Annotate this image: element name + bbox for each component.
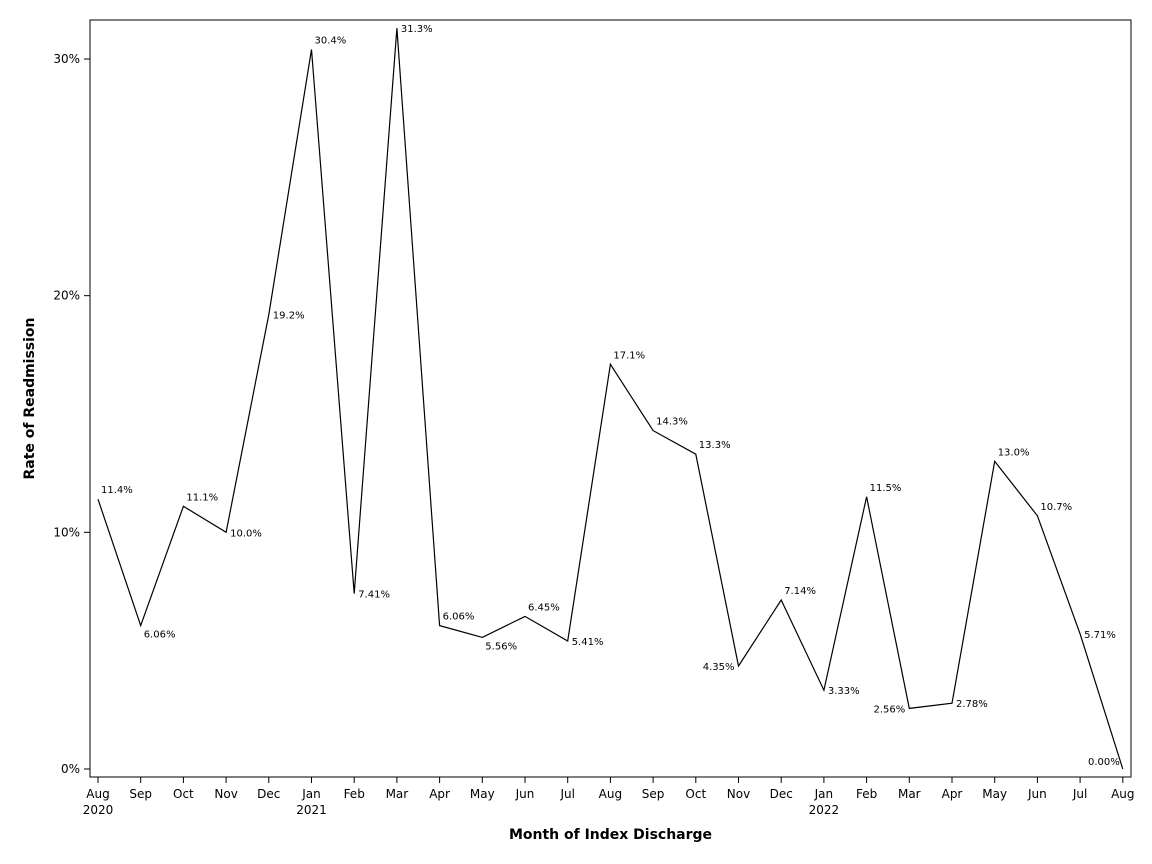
x-tick-label: Jul bbox=[1072, 787, 1087, 801]
data-label: 13.0% bbox=[998, 447, 1030, 458]
data-label: 10.0% bbox=[230, 528, 262, 539]
x-tick-label: Oct bbox=[173, 787, 194, 801]
plot-frame bbox=[89, 19, 1132, 778]
data-label: 19.2% bbox=[273, 311, 305, 322]
data-label: 11.4% bbox=[101, 485, 133, 496]
data-label: 11.5% bbox=[870, 483, 902, 494]
data-label: 5.71% bbox=[1084, 630, 1116, 641]
x-tick-label: Feb bbox=[856, 787, 877, 801]
x-tick-label: Nov bbox=[214, 787, 237, 801]
data-labels: 11.4% 6.06% 11.1% 10.0% 19.2% 30.4% 7.41% 31.3%… bbox=[101, 24, 1120, 768]
x-tick-label: Sep bbox=[642, 787, 665, 801]
x-axis: Aug 2020 Sep Oct Nov Dec Jan 2021 Feb Mar Apr May Ju… bbox=[83, 777, 1135, 817]
x-tick-label: May bbox=[470, 787, 495, 801]
data-label: 7.14% bbox=[784, 586, 816, 597]
y-axis-title: Rate of Readmission bbox=[22, 317, 38, 479]
data-label: 4.35% bbox=[703, 662, 735, 673]
data-label: 11.1% bbox=[186, 492, 218, 503]
x-tick-label: Dec bbox=[257, 787, 280, 801]
x-tick-label: Aug bbox=[599, 787, 622, 801]
x-axis-title: Month of Index Discharge bbox=[509, 827, 712, 843]
x-tick-label: May bbox=[982, 787, 1007, 801]
x-tick-label: Mar bbox=[386, 787, 409, 801]
x-tick-label: Aug bbox=[86, 787, 109, 801]
x-tick-label: Mar bbox=[898, 787, 921, 801]
data-label: 2.78% bbox=[956, 699, 988, 710]
x-tick-label: Feb bbox=[344, 787, 365, 801]
x-tick-label: Apr bbox=[429, 787, 450, 801]
data-label: 31.3% bbox=[401, 24, 433, 35]
x-tick-label: Jan bbox=[814, 787, 834, 801]
data-label: 2.56% bbox=[874, 704, 906, 715]
x-year-label: 2020 bbox=[83, 803, 114, 817]
x-tick-label: Jun bbox=[515, 787, 535, 801]
data-label: 0.00% bbox=[1088, 757, 1120, 768]
y-tick-label: 30% bbox=[53, 52, 80, 66]
data-label: 5.56% bbox=[485, 641, 517, 652]
data-label: 30.4% bbox=[315, 36, 347, 47]
data-label: 14.3% bbox=[656, 417, 688, 428]
x-year-label: 2022 bbox=[809, 803, 840, 817]
x-tick-label: Jul bbox=[559, 787, 574, 801]
x-tick-label: Oct bbox=[685, 787, 706, 801]
y-tick-label: 20% bbox=[53, 289, 80, 303]
x-year-label: 2021 bbox=[296, 803, 327, 817]
data-label: 10.7% bbox=[1040, 502, 1072, 513]
data-label: 6.06% bbox=[144, 630, 176, 641]
data-label: 17.1% bbox=[613, 350, 645, 361]
x-tick-label: Jan bbox=[301, 787, 321, 801]
y-axis: 0% 10% 20% 30% bbox=[53, 52, 90, 776]
data-label: 6.45% bbox=[528, 602, 560, 613]
x-tick-label: Jun bbox=[1027, 787, 1047, 801]
y-tick-label: 0% bbox=[61, 762, 80, 776]
data-label: 13.3% bbox=[699, 440, 731, 451]
data-label: 3.33% bbox=[828, 686, 860, 697]
x-tick-label: Sep bbox=[129, 787, 152, 801]
x-tick-label: Dec bbox=[770, 787, 793, 801]
x-tick-label: Aug bbox=[1111, 787, 1134, 801]
data-label: 7.41% bbox=[358, 590, 390, 601]
x-tick-label: Nov bbox=[727, 787, 750, 801]
x-tick-label: Apr bbox=[942, 787, 963, 801]
data-label: 5.41% bbox=[572, 637, 604, 648]
data-label: 6.06% bbox=[443, 612, 475, 623]
y-tick-label: 10% bbox=[53, 525, 80, 539]
readmission-rate-line bbox=[97, 28, 1124, 770]
